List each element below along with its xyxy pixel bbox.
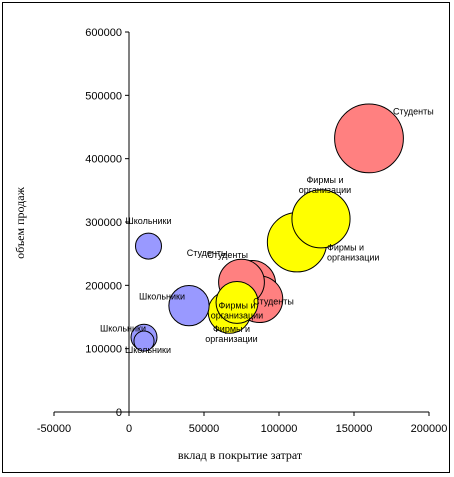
y-tick-label: 200000 xyxy=(85,280,122,292)
bubble-point xyxy=(334,103,404,174)
bubble-label: Студенты xyxy=(187,248,228,258)
bubble-label: Студенты xyxy=(393,106,434,116)
x-tick-label: 50000 xyxy=(189,423,220,435)
x-tick-label: 150000 xyxy=(336,423,373,435)
y-tick-label: 0 xyxy=(116,407,122,419)
y-tick-label: 300000 xyxy=(85,217,122,229)
bubble-label: Фирмы и организации xyxy=(205,324,257,344)
axes xyxy=(53,31,430,416)
y-tick-label: 100000 xyxy=(85,344,122,356)
bubble-label: Школьники xyxy=(125,345,171,355)
chart-frame xyxy=(2,2,450,473)
bubble-point xyxy=(168,284,210,327)
bubble-label: Студенты xyxy=(207,250,248,260)
x-tick-label: 0 xyxy=(126,423,132,435)
x-axis-title: вклад в покрытие затрат xyxy=(178,448,303,462)
bubble-label: Студенты xyxy=(253,296,294,306)
y-tick-label: 500000 xyxy=(85,90,122,102)
y-tick-label: 400000 xyxy=(85,154,122,166)
bubble-layer xyxy=(130,103,404,352)
bubble-label: Школьники xyxy=(126,216,172,226)
bubble-label-layer: Школьники Школьники Школьники Школьники Студ… xyxy=(100,106,434,355)
bubble-point xyxy=(291,189,351,249)
tick-label-layer: 0100000200000300000400000500000600000-50… xyxy=(37,27,447,435)
bubble-label: Фирмы и организации xyxy=(327,242,379,262)
y-tick-label: 600000 xyxy=(85,27,122,39)
x-tick-label: 200000 xyxy=(411,423,448,435)
x-tick-label: -50000 xyxy=(37,423,71,435)
bubble-point xyxy=(133,330,155,352)
y-axis-title: объем продаж xyxy=(13,186,27,258)
bubble-point xyxy=(215,280,259,324)
x-tick-label: 100000 xyxy=(261,423,298,435)
bubble-label: Фирмы и организации xyxy=(299,175,351,195)
bubble-label: Школьники xyxy=(139,292,185,302)
bubble-label: Школьники xyxy=(100,323,146,333)
bubble-label: Фирмы и организации xyxy=(211,300,263,320)
bubble-point xyxy=(135,232,162,260)
